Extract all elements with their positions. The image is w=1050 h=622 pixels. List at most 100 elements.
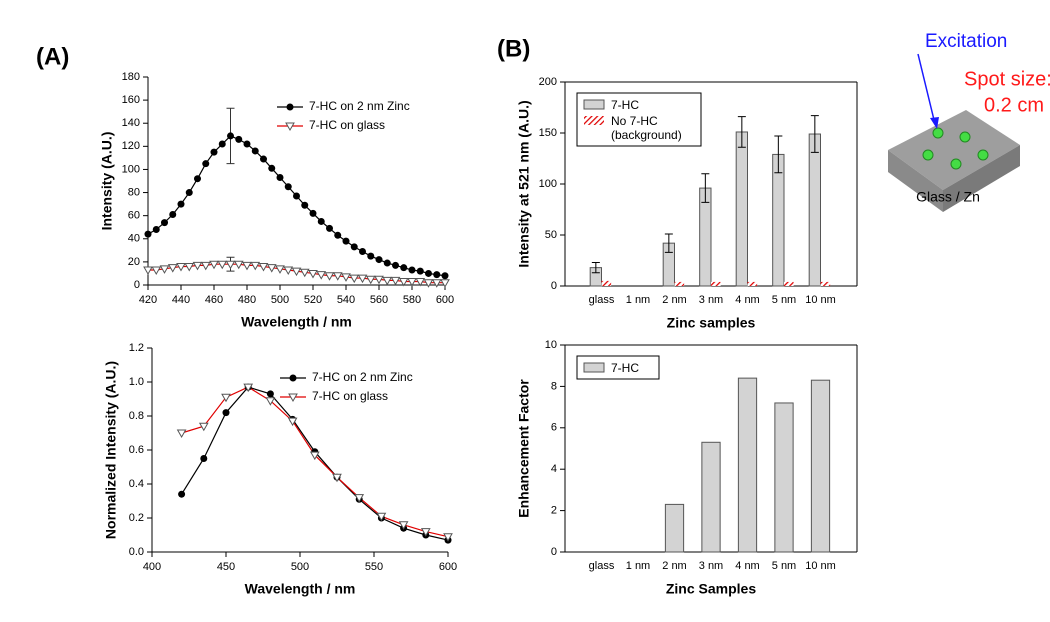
point	[209, 260, 219, 270]
point	[260, 155, 267, 163]
y-axis-label: Normalized Intensity (A.U.)	[103, 361, 119, 539]
point	[243, 140, 251, 148]
point	[349, 274, 360, 284]
y-tick-label: 1.2	[129, 342, 144, 354]
point	[354, 494, 365, 503]
legend-label: 7-HC on 2 nm Zinc	[309, 99, 410, 113]
bar	[784, 281, 794, 286]
y-tick-label: 80	[128, 186, 140, 198]
point	[198, 422, 209, 432]
point	[151, 266, 162, 275]
point	[235, 135, 243, 143]
x-tick-label: 5 nm	[772, 294, 796, 306]
y-tick-label: 4	[551, 463, 557, 475]
point	[350, 243, 358, 251]
point	[301, 201, 309, 209]
y-tick-label: 2	[551, 505, 557, 517]
bar	[737, 377, 758, 553]
spot	[950, 158, 962, 170]
x-tick-label: 2 nm	[662, 560, 686, 572]
error-bar	[701, 173, 710, 203]
point	[161, 219, 168, 227]
x-tick-label: 1 nm	[626, 294, 650, 306]
point	[293, 192, 300, 200]
point	[192, 261, 203, 271]
x-tick-label: 600	[439, 561, 457, 573]
substrate-label: Glass / Zn	[916, 189, 980, 205]
point	[365, 275, 376, 285]
point	[185, 189, 193, 197]
legend-label: 7-HC	[611, 361, 640, 375]
y-tick-label: 140	[122, 117, 140, 129]
point	[287, 417, 298, 427]
x-tick-label: 460	[205, 294, 223, 306]
x-tick-label: 560	[370, 294, 388, 306]
point	[266, 264, 277, 273]
x-tick-label: 550	[365, 561, 383, 573]
slab-side	[888, 150, 943, 212]
bar	[808, 133, 821, 287]
point	[233, 260, 244, 270]
legend-box	[576, 355, 660, 380]
x-tick-label: 580	[403, 294, 421, 306]
point	[167, 264, 178, 273]
legend-swatch	[583, 362, 605, 373]
point	[210, 148, 218, 156]
point	[159, 265, 170, 274]
point	[169, 211, 177, 219]
point	[317, 217, 325, 225]
x-tick-label: 450	[217, 561, 235, 573]
spot	[977, 149, 989, 161]
point	[383, 259, 391, 267]
point	[275, 265, 285, 274]
point	[291, 267, 302, 277]
y-tick-label: 10	[545, 339, 557, 351]
series-line	[181, 386, 449, 541]
y-tick-label: 150	[539, 127, 557, 139]
y-tick-label: 120	[122, 140, 140, 152]
error-bar	[591, 262, 600, 274]
point	[265, 397, 276, 406]
point	[375, 256, 383, 264]
bar	[701, 441, 721, 553]
point	[390, 276, 401, 286]
legend-swatch	[583, 99, 605, 110]
point	[284, 183, 292, 191]
point	[382, 276, 393, 286]
spot-size-label: Spot size:	[964, 68, 1050, 90]
x-tick-label: 540	[337, 294, 355, 306]
point	[227, 132, 234, 140]
error-bar	[737, 116, 746, 148]
x-tick-label: 4 nm	[735, 560, 759, 572]
bar	[674, 281, 685, 286]
point	[242, 261, 252, 271]
y-tick-label: 200	[539, 76, 557, 88]
y-tick-label: 0.6	[129, 444, 144, 456]
point	[441, 272, 449, 280]
point	[221, 393, 231, 403]
point	[251, 147, 259, 155]
point	[423, 279, 434, 288]
y-tick-label: 0	[134, 279, 140, 291]
arrow-head	[930, 117, 939, 129]
point	[184, 263, 195, 272]
error-bar	[664, 233, 673, 253]
point	[342, 237, 350, 245]
point	[178, 490, 186, 498]
point	[440, 279, 450, 288]
y-tick-label: 0	[551, 280, 557, 292]
y-tick-label: 0	[551, 546, 557, 558]
legend-marker	[288, 393, 298, 403]
x-tick-label: 440	[172, 294, 190, 306]
spot-size-value: 0.2 cm	[984, 94, 1044, 116]
slab-top	[888, 110, 1020, 190]
legend-label: No 7-HC (background)	[611, 114, 682, 142]
series-line	[147, 135, 446, 277]
point	[222, 409, 230, 417]
legend-label-box: 7-HC	[611, 361, 640, 375]
point	[218, 140, 226, 148]
x-tick-label: 3 nm	[699, 560, 723, 572]
bar	[774, 402, 794, 553]
point	[398, 521, 409, 530]
